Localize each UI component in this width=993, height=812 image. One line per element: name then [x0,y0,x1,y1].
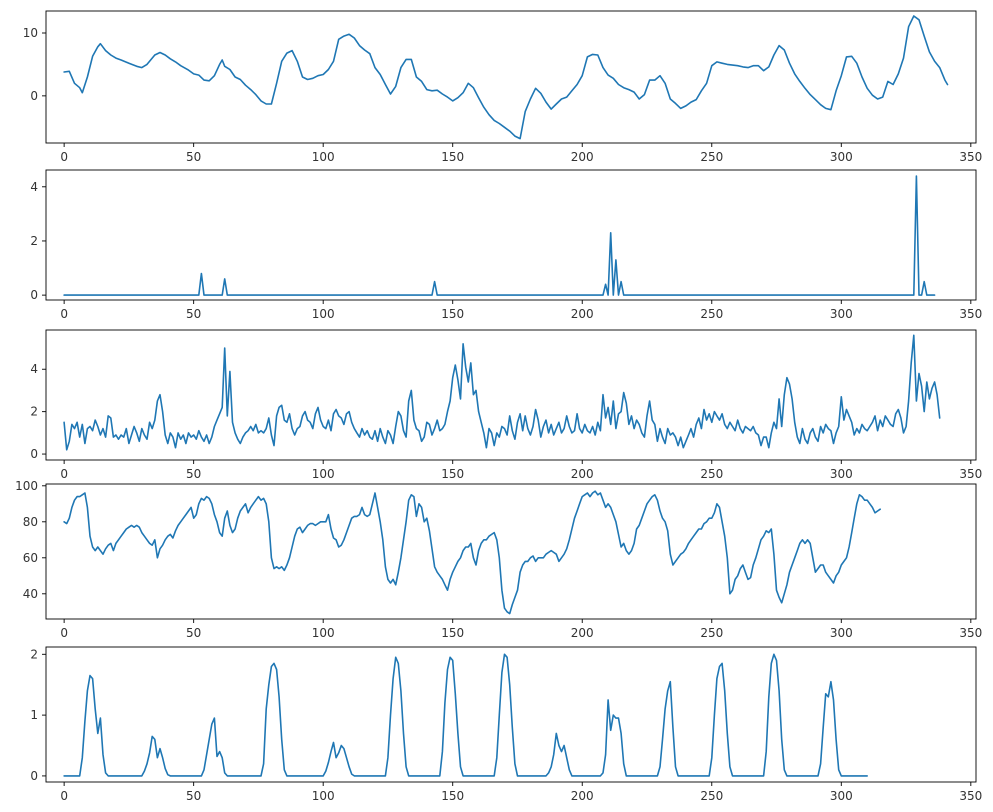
axes-frame [45,10,977,144]
x-tick-label: 150 [441,307,464,321]
x-tick-label: 0 [60,467,68,481]
subplot-3: 0 50 100 150 200 250 300 350 0 2 4 [30,329,982,481]
y-tick-label: 40 [23,587,38,601]
x-tick-label: 0 [60,789,68,803]
x-tick-label: 250 [700,467,723,481]
series-line [63,653,868,777]
x-tick-label: 300 [830,626,853,640]
x-tick-label: 150 [441,789,464,803]
x-tick-label: 200 [571,626,594,640]
subplot-2: 0 50 100 150 200 250 300 350 0 2 4 [30,169,982,321]
subplot-4: 0 50 100 150 200 250 300 350 40 60 80 100 [15,479,982,640]
series-line [63,334,941,451]
x-tick-label: 250 [700,626,723,640]
x-tick-label: 50 [186,307,201,321]
y-tick-label: 0 [30,288,38,302]
x-tick-label: 350 [959,150,982,164]
y-tick-label: 1 [30,708,38,722]
y-tick-label: 80 [23,515,38,529]
y-tick-label: 2 [30,234,38,248]
axes-frame [45,329,977,461]
y-tick-label: 0 [30,769,38,783]
x-tick-label: 350 [959,467,982,481]
series-line [63,15,949,140]
x-tick-label: 50 [186,789,201,803]
x-tick-label: 0 [60,307,68,321]
x-tick-label: 350 [959,626,982,640]
x-tick-label: 200 [571,789,594,803]
x-tick-label: 250 [700,307,723,321]
axes-frame [45,483,977,620]
x-tick-label: 100 [312,150,335,164]
x-tick-label: 150 [441,467,464,481]
x-tick-label: 300 [830,307,853,321]
x-tick-label: 50 [186,150,201,164]
x-tick-label: 0 [60,626,68,640]
y-tick-label: 4 [30,180,38,194]
subplot-5: 0 50 100 150 200 250 300 350 0 1 2 [30,646,982,803]
x-tick-label: 100 [312,626,335,640]
x-tick-label: 200 [571,150,594,164]
y-tick-label: 100 [15,479,38,493]
x-tick-label: 350 [959,789,982,803]
y-tick-label: 0 [30,89,38,103]
x-tick-label: 250 [700,789,723,803]
x-tick-label: 100 [312,307,335,321]
x-tick-label: 300 [830,150,853,164]
x-tick-label: 200 [571,467,594,481]
y-tick-label: 60 [23,551,38,565]
y-tick-label: 4 [30,362,38,376]
x-tick-label: 350 [959,307,982,321]
x-tick-label: 250 [700,150,723,164]
x-tick-label: 50 [186,626,201,640]
x-tick-label: 300 [830,467,853,481]
x-tick-label: 150 [441,150,464,164]
y-tick-label: 2 [30,647,38,661]
x-tick-label: 0 [60,150,68,164]
axes-frame [45,646,977,783]
x-tick-label: 300 [830,789,853,803]
x-tick-label: 200 [571,307,594,321]
x-tick-label: 100 [312,467,335,481]
series-line [63,175,936,296]
x-tick-label: 50 [186,467,201,481]
axes-frame [45,169,977,301]
y-tick-label: 2 [30,405,38,419]
subplot-1: 0 50 100 150 200 250 300 350 0 10 [23,10,982,164]
y-tick-label: 0 [30,447,38,461]
y-tick-label: 10 [23,26,38,40]
x-tick-label: 150 [441,626,464,640]
series-line [63,490,881,615]
x-tick-label: 100 [312,789,335,803]
